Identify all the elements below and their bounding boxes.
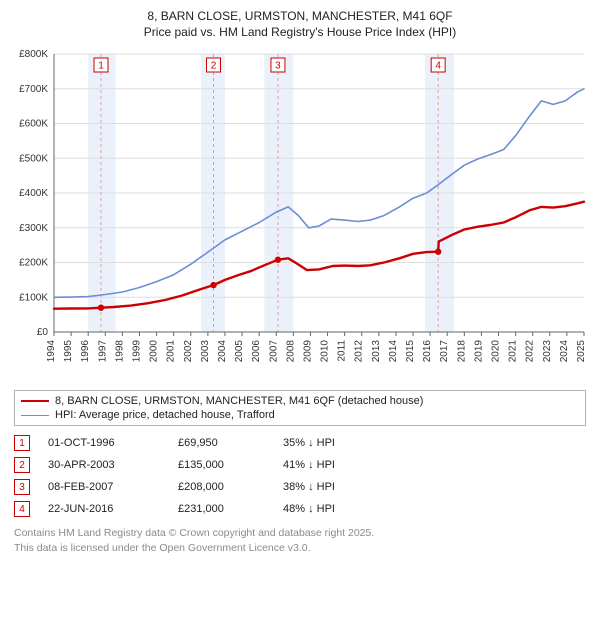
legend: 8, BARN CLOSE, URMSTON, MANCHESTER, M41 …	[14, 390, 586, 426]
svg-text:1994: 1994	[46, 340, 57, 363]
svg-text:2003: 2003	[200, 340, 211, 363]
svg-text:2: 2	[211, 61, 217, 72]
title-line1: 8, BARN CLOSE, URMSTON, MANCHESTER, M41 …	[4, 8, 596, 24]
footer-attribution: Contains HM Land Registry data © Crown c…	[14, 526, 586, 562]
transaction-price: £69,950	[178, 437, 283, 449]
svg-text:£300K: £300K	[19, 223, 48, 234]
svg-text:£800K: £800K	[19, 49, 48, 60]
transaction-marker: 4	[14, 501, 30, 517]
transaction-pct: 41% ↓ HPI	[283, 459, 393, 471]
svg-text:1997: 1997	[97, 340, 108, 363]
title-line2: Price paid vs. HM Land Registry's House …	[4, 24, 596, 40]
svg-text:2000: 2000	[149, 340, 160, 363]
svg-text:2010: 2010	[320, 340, 331, 363]
svg-text:2019: 2019	[473, 340, 484, 363]
svg-text:2005: 2005	[234, 340, 245, 363]
svg-text:2022: 2022	[525, 340, 536, 363]
transaction-date: 08-FEB-2007	[48, 481, 178, 493]
transaction-date: 22-JUN-2016	[48, 503, 178, 515]
svg-text:2008: 2008	[285, 340, 296, 363]
svg-text:1: 1	[98, 61, 104, 72]
svg-text:£700K: £700K	[19, 84, 48, 95]
transaction-price: £231,000	[178, 503, 283, 515]
svg-text:2017: 2017	[439, 340, 450, 363]
footer-line2: This data is licensed under the Open Gov…	[14, 541, 586, 555]
svg-text:£500K: £500K	[19, 154, 48, 165]
svg-text:1998: 1998	[114, 340, 125, 363]
svg-text:2012: 2012	[354, 340, 365, 363]
svg-text:3: 3	[275, 61, 281, 72]
chart-area: £0 £100K £200K £300K £400K £500K £600K £700K £80…	[10, 44, 590, 384]
footer-line1: Contains HM Land Registry data © Crown c…	[14, 526, 586, 540]
transaction-row: 4 22-JUN-2016£231,00048% ↓ HPI	[14, 498, 586, 520]
transaction-pct: 35% ↓ HPI	[283, 437, 393, 449]
transaction-marker: 3	[14, 479, 30, 495]
legend-item: HPI: Average price, detached house, Traf…	[21, 408, 579, 422]
svg-text:2025: 2025	[576, 340, 587, 363]
svg-text:2007: 2007	[268, 340, 279, 363]
transaction-marker: 1	[14, 435, 30, 451]
svg-text:£200K: £200K	[19, 258, 48, 269]
legend-item: 8, BARN CLOSE, URMSTON, MANCHESTER, M41 …	[21, 394, 579, 408]
svg-text:2018: 2018	[456, 340, 467, 363]
transaction-date: 01-OCT-1996	[48, 437, 178, 449]
svg-text:£100K: £100K	[19, 293, 48, 304]
svg-text:2024: 2024	[559, 340, 570, 363]
svg-text:2001: 2001	[166, 340, 177, 363]
svg-text:2020: 2020	[491, 340, 502, 363]
svg-text:2004: 2004	[217, 340, 228, 363]
transaction-price: £135,000	[178, 459, 283, 471]
transaction-row: 2 30-APR-2003£135,00041% ↓ HPI	[14, 454, 586, 476]
legend-swatch	[21, 400, 49, 402]
legend-label: HPI: Average price, detached house, Traf…	[55, 409, 275, 421]
transaction-price: £208,000	[178, 481, 283, 493]
transaction-marker: 2	[14, 457, 30, 473]
svg-text:1995: 1995	[63, 340, 74, 363]
transaction-pct: 48% ↓ HPI	[283, 503, 393, 515]
transaction-date: 30-APR-2003	[48, 459, 178, 471]
chart-title: 8, BARN CLOSE, URMSTON, MANCHESTER, M41 …	[0, 0, 600, 44]
svg-text:£400K: £400K	[19, 188, 48, 199]
svg-text:2021: 2021	[508, 340, 519, 363]
transaction-row: 3 08-FEB-2007£208,00038% ↓ HPI	[14, 476, 586, 498]
svg-text:2006: 2006	[251, 340, 262, 363]
chart-svg: £0 £100K £200K £300K £400K £500K £600K £700K £80…	[10, 44, 590, 384]
legend-label: 8, BARN CLOSE, URMSTON, MANCHESTER, M41 …	[55, 395, 423, 407]
svg-text:2016: 2016	[422, 340, 433, 363]
svg-text:2023: 2023	[542, 340, 553, 363]
svg-text:2009: 2009	[302, 340, 313, 363]
svg-text:2011: 2011	[337, 340, 348, 362]
svg-text:1999: 1999	[131, 340, 142, 363]
svg-text:£600K: £600K	[19, 119, 48, 130]
transaction-row: 1 01-OCT-1996£69,95035% ↓ HPI	[14, 432, 586, 454]
svg-text:4: 4	[435, 61, 441, 72]
svg-text:1996: 1996	[80, 340, 91, 363]
svg-text:2013: 2013	[371, 340, 382, 363]
svg-text:£0: £0	[37, 327, 49, 338]
svg-text:2015: 2015	[405, 340, 416, 363]
svg-text:2014: 2014	[388, 340, 399, 363]
transactions-table: 1 01-OCT-1996£69,95035% ↓ HPI 2 30-APR-2003…	[14, 432, 586, 520]
svg-text:2002: 2002	[183, 340, 194, 363]
legend-swatch	[21, 415, 49, 416]
transaction-pct: 38% ↓ HPI	[283, 481, 393, 493]
